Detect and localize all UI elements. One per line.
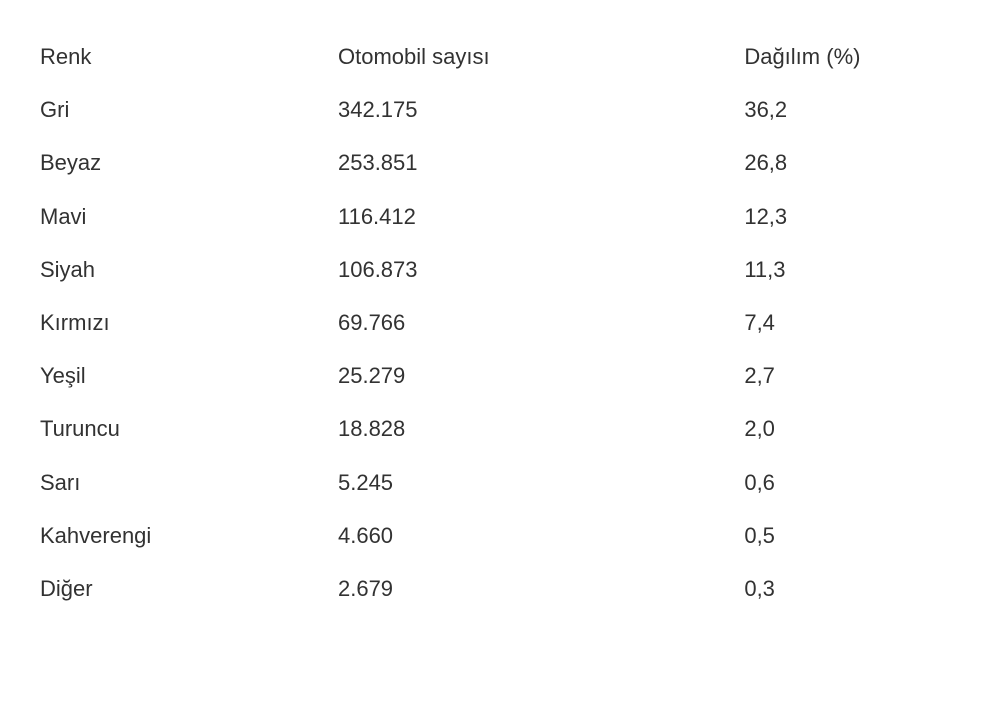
cell-pct: 0,6: [744, 456, 943, 509]
cell-pct: 12,3: [744, 190, 943, 243]
cell-count: 5.245: [338, 456, 744, 509]
table-row: Diğer 2.679 0,3: [40, 562, 943, 615]
cell-renk: Beyaz: [40, 136, 338, 189]
cell-pct: 2,7: [744, 349, 943, 402]
cell-renk: Mavi: [40, 190, 338, 243]
cell-renk: Turuncu: [40, 402, 338, 455]
table-row: Turuncu 18.828 2,0: [40, 402, 943, 455]
cell-count: 116.412: [338, 190, 744, 243]
table-row: Mavi 116.412 12,3: [40, 190, 943, 243]
cell-renk: Kahverengi: [40, 509, 338, 562]
table-header-sayisi: Otomobil sayısı: [338, 30, 744, 83]
cell-pct: 7,4: [744, 296, 943, 349]
cell-renk: Siyah: [40, 243, 338, 296]
cell-count: 25.279: [338, 349, 744, 402]
cell-pct: 11,3: [744, 243, 943, 296]
cell-pct: 0,5: [744, 509, 943, 562]
cell-count: 69.766: [338, 296, 744, 349]
table-row: Sarı 5.245 0,6: [40, 456, 943, 509]
cell-count: 4.660: [338, 509, 744, 562]
table-row: Gri 342.175 36,2: [40, 83, 943, 136]
cell-pct: 0,3: [744, 562, 943, 615]
cell-count: 106.873: [338, 243, 744, 296]
table-header-renk: Renk: [40, 30, 338, 83]
car-color-table: Renk Otomobil sayısı Dağılım (%) Gri 342…: [0, 0, 983, 645]
cell-pct: 26,8: [744, 136, 943, 189]
table-header-row: Renk Otomobil sayısı Dağılım (%): [40, 30, 943, 83]
cell-renk: Gri: [40, 83, 338, 136]
cell-pct: 36,2: [744, 83, 943, 136]
cell-count: 2.679: [338, 562, 744, 615]
table-row: Yeşil 25.279 2,7: [40, 349, 943, 402]
cell-count: 253.851: [338, 136, 744, 189]
cell-count: 18.828: [338, 402, 744, 455]
cell-count: 342.175: [338, 83, 744, 136]
table-row: Kırmızı 69.766 7,4: [40, 296, 943, 349]
table-row: Siyah 106.873 11,3: [40, 243, 943, 296]
cell-renk: Kırmızı: [40, 296, 338, 349]
cell-renk: Diğer: [40, 562, 338, 615]
cell-pct: 2,0: [744, 402, 943, 455]
cell-renk: Yeşil: [40, 349, 338, 402]
table-row: Beyaz 253.851 26,8: [40, 136, 943, 189]
table-header-dagilim: Dağılım (%): [744, 30, 943, 83]
table-row: Kahverengi 4.660 0,5: [40, 509, 943, 562]
cell-renk: Sarı: [40, 456, 338, 509]
